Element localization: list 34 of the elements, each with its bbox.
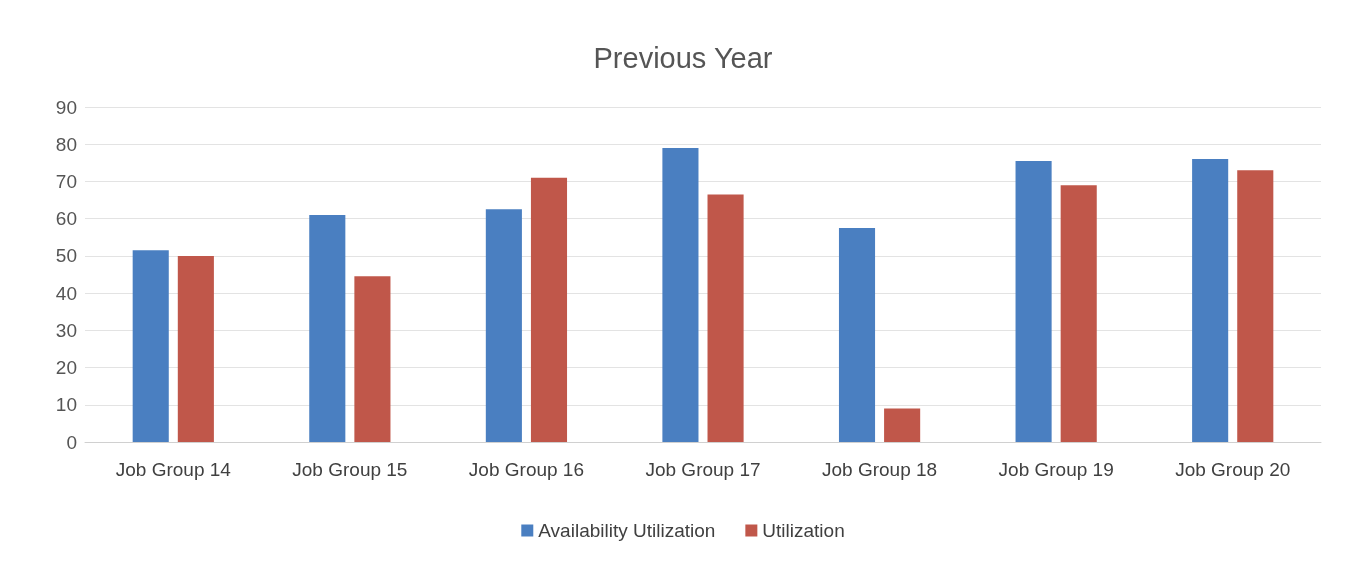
- legend-label: Utilization: [762, 520, 845, 541]
- y-tick-label: 30: [55, 319, 77, 341]
- bar: [1192, 159, 1229, 442]
- bar: [884, 408, 921, 442]
- bar: [1015, 160, 1052, 442]
- bar: [530, 177, 568, 442]
- y-tick-label: 50: [55, 245, 77, 267]
- y-tick-label: 60: [55, 208, 77, 230]
- bar: [485, 209, 522, 442]
- y-tick-label: 20: [55, 357, 77, 379]
- bar: [707, 194, 744, 442]
- y-tick-label: 80: [55, 133, 77, 155]
- y-tick-label: 70: [55, 170, 77, 192]
- chart-title: Previous Year: [593, 41, 773, 74]
- y-tick-label: 0: [66, 431, 77, 453]
- bar: [838, 227, 876, 442]
- legend-label: Availability Utilization: [538, 520, 716, 541]
- bar: [1060, 185, 1097, 442]
- bar: [177, 255, 214, 442]
- y-tick-label: 40: [55, 282, 77, 304]
- x-tick-label: Job Group 20: [1175, 459, 1291, 480]
- bar: [354, 276, 391, 442]
- bar: [1237, 170, 1274, 442]
- y-tick-label: 90: [55, 96, 77, 118]
- y-tick-label: 10: [55, 394, 77, 416]
- bar: [132, 250, 169, 442]
- x-tick-label: Job Group 16: [468, 459, 584, 480]
- x-tick-label: Job Group 17: [645, 459, 761, 480]
- x-tick-label: Job Group 15: [292, 459, 408, 480]
- bar: [662, 147, 699, 442]
- x-tick-label: Job Group 18: [822, 459, 938, 480]
- x-tick-label: Job Group 14: [115, 459, 232, 480]
- bar: [309, 214, 346, 442]
- x-tick-label: Job Group 19: [998, 459, 1114, 480]
